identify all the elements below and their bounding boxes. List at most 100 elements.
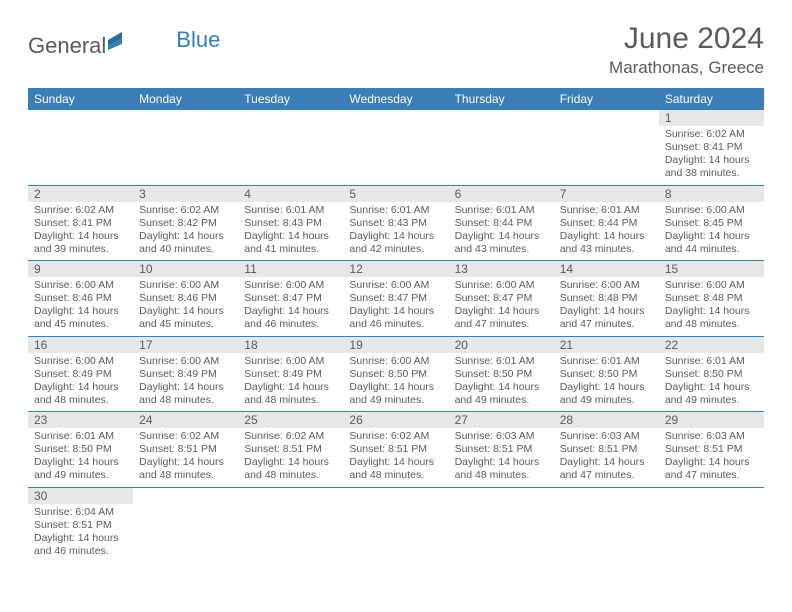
weekday-header-row: SundayMondayTuesdayWednesdayThursdayFrid… bbox=[28, 88, 764, 110]
day-details: Sunrise: 6:00 AMSunset: 8:45 PMDaylight:… bbox=[659, 202, 764, 261]
calendar-row: 16Sunrise: 6:00 AMSunset: 8:49 PMDayligh… bbox=[28, 336, 764, 412]
calendar-cell: 22Sunrise: 6:01 AMSunset: 8:50 PMDayligh… bbox=[659, 336, 764, 412]
day-details: Sunrise: 6:01 AMSunset: 8:44 PMDaylight:… bbox=[449, 202, 554, 261]
day-number: 5 bbox=[343, 186, 448, 202]
day-number: 24 bbox=[133, 412, 238, 428]
calendar-body: 1Sunrise: 6:02 AMSunset: 8:41 PMDaylight… bbox=[28, 110, 764, 562]
day-number: 30 bbox=[28, 488, 133, 504]
day-number: 29 bbox=[659, 412, 764, 428]
day-details: Sunrise: 6:00 AMSunset: 8:46 PMDaylight:… bbox=[28, 277, 133, 336]
day-details: Sunrise: 6:03 AMSunset: 8:51 PMDaylight:… bbox=[554, 428, 659, 487]
title-block: June 2024 Marathonas, Greece bbox=[609, 22, 764, 78]
day-number: 17 bbox=[133, 337, 238, 353]
calendar-cell bbox=[449, 110, 554, 185]
calendar-cell: 14Sunrise: 6:00 AMSunset: 8:48 PMDayligh… bbox=[554, 261, 659, 337]
flag-icon bbox=[108, 30, 134, 56]
calendar-cell: 24Sunrise: 6:02 AMSunset: 8:51 PMDayligh… bbox=[133, 412, 238, 488]
day-number: 9 bbox=[28, 261, 133, 277]
calendar-cell bbox=[28, 110, 133, 185]
day-number: 11 bbox=[238, 261, 343, 277]
day-number: 19 bbox=[343, 337, 448, 353]
day-number: 26 bbox=[343, 412, 448, 428]
calendar-cell: 16Sunrise: 6:00 AMSunset: 8:49 PMDayligh… bbox=[28, 336, 133, 412]
calendar-row: 9Sunrise: 6:00 AMSunset: 8:46 PMDaylight… bbox=[28, 261, 764, 337]
day-number: 3 bbox=[133, 186, 238, 202]
calendar-cell: 6Sunrise: 6:01 AMSunset: 8:44 PMDaylight… bbox=[449, 185, 554, 261]
calendar-cell: 17Sunrise: 6:00 AMSunset: 8:49 PMDayligh… bbox=[133, 336, 238, 412]
day-number: 23 bbox=[28, 412, 133, 428]
day-number: 18 bbox=[238, 337, 343, 353]
calendar-cell: 29Sunrise: 6:03 AMSunset: 8:51 PMDayligh… bbox=[659, 412, 764, 488]
day-number: 6 bbox=[449, 186, 554, 202]
day-details: Sunrise: 6:01 AMSunset: 8:43 PMDaylight:… bbox=[238, 202, 343, 261]
day-details: Sunrise: 6:03 AMSunset: 8:51 PMDaylight:… bbox=[659, 428, 764, 487]
calendar-cell: 3Sunrise: 6:02 AMSunset: 8:42 PMDaylight… bbox=[133, 185, 238, 261]
calendar-row: 30Sunrise: 6:04 AMSunset: 8:51 PMDayligh… bbox=[28, 487, 764, 562]
day-number: 15 bbox=[659, 261, 764, 277]
day-number: 13 bbox=[449, 261, 554, 277]
calendar-cell: 10Sunrise: 6:00 AMSunset: 8:46 PMDayligh… bbox=[133, 261, 238, 337]
calendar-row: 1Sunrise: 6:02 AMSunset: 8:41 PMDaylight… bbox=[28, 110, 764, 185]
weekday-header: Saturday bbox=[659, 88, 764, 110]
day-details: Sunrise: 6:01 AMSunset: 8:50 PMDaylight:… bbox=[449, 353, 554, 412]
calendar-row: 23Sunrise: 6:01 AMSunset: 8:50 PMDayligh… bbox=[28, 412, 764, 488]
day-details: Sunrise: 6:01 AMSunset: 8:50 PMDaylight:… bbox=[659, 353, 764, 412]
calendar-cell bbox=[659, 487, 764, 562]
day-details: Sunrise: 6:02 AMSunset: 8:41 PMDaylight:… bbox=[659, 126, 764, 185]
day-number: 7 bbox=[554, 186, 659, 202]
day-number: 21 bbox=[554, 337, 659, 353]
calendar-cell bbox=[343, 110, 448, 185]
day-details: Sunrise: 6:02 AMSunset: 8:51 PMDaylight:… bbox=[133, 428, 238, 487]
brand-logo: General Blue bbox=[28, 22, 220, 62]
calendar-cell bbox=[554, 110, 659, 185]
day-number: 16 bbox=[28, 337, 133, 353]
calendar-cell: 2Sunrise: 6:02 AMSunset: 8:41 PMDaylight… bbox=[28, 185, 133, 261]
calendar-cell: 13Sunrise: 6:00 AMSunset: 8:47 PMDayligh… bbox=[449, 261, 554, 337]
weekday-header: Thursday bbox=[449, 88, 554, 110]
calendar-cell bbox=[554, 487, 659, 562]
day-number: 1 bbox=[659, 110, 764, 126]
day-number: 2 bbox=[28, 186, 133, 202]
weekday-header: Tuesday bbox=[238, 88, 343, 110]
day-details: Sunrise: 6:00 AMSunset: 8:46 PMDaylight:… bbox=[133, 277, 238, 336]
weekday-header: Wednesday bbox=[343, 88, 448, 110]
calendar-cell: 19Sunrise: 6:00 AMSunset: 8:50 PMDayligh… bbox=[343, 336, 448, 412]
day-details: Sunrise: 6:02 AMSunset: 8:41 PMDaylight:… bbox=[28, 202, 133, 261]
day-details: Sunrise: 6:00 AMSunset: 8:47 PMDaylight:… bbox=[343, 277, 448, 336]
day-details: Sunrise: 6:00 AMSunset: 8:47 PMDaylight:… bbox=[449, 277, 554, 336]
calendar-cell: 20Sunrise: 6:01 AMSunset: 8:50 PMDayligh… bbox=[449, 336, 554, 412]
day-details: Sunrise: 6:01 AMSunset: 8:44 PMDaylight:… bbox=[554, 202, 659, 261]
day-number: 4 bbox=[238, 186, 343, 202]
day-number: 22 bbox=[659, 337, 764, 353]
calendar-cell: 7Sunrise: 6:01 AMSunset: 8:44 PMDaylight… bbox=[554, 185, 659, 261]
day-number: 12 bbox=[343, 261, 448, 277]
day-details: Sunrise: 6:04 AMSunset: 8:51 PMDaylight:… bbox=[28, 504, 133, 563]
brand-word1: General bbox=[28, 33, 106, 59]
calendar-cell: 18Sunrise: 6:00 AMSunset: 8:49 PMDayligh… bbox=[238, 336, 343, 412]
brand-word2: Blue bbox=[176, 27, 220, 53]
day-details: Sunrise: 6:00 AMSunset: 8:49 PMDaylight:… bbox=[238, 353, 343, 412]
calendar-row: 2Sunrise: 6:02 AMSunset: 8:41 PMDaylight… bbox=[28, 185, 764, 261]
day-details: Sunrise: 6:02 AMSunset: 8:51 PMDaylight:… bbox=[343, 428, 448, 487]
day-details: Sunrise: 6:01 AMSunset: 8:43 PMDaylight:… bbox=[343, 202, 448, 261]
calendar-cell: 30Sunrise: 6:04 AMSunset: 8:51 PMDayligh… bbox=[28, 487, 133, 562]
day-number: 20 bbox=[449, 337, 554, 353]
day-details: Sunrise: 6:00 AMSunset: 8:48 PMDaylight:… bbox=[554, 277, 659, 336]
day-number: 14 bbox=[554, 261, 659, 277]
weekday-header: Monday bbox=[133, 88, 238, 110]
calendar-cell bbox=[343, 487, 448, 562]
calendar-cell: 28Sunrise: 6:03 AMSunset: 8:51 PMDayligh… bbox=[554, 412, 659, 488]
day-details: Sunrise: 6:00 AMSunset: 8:48 PMDaylight:… bbox=[659, 277, 764, 336]
calendar-cell bbox=[133, 110, 238, 185]
weekday-header: Friday bbox=[554, 88, 659, 110]
calendar-cell: 9Sunrise: 6:00 AMSunset: 8:46 PMDaylight… bbox=[28, 261, 133, 337]
day-details: Sunrise: 6:02 AMSunset: 8:42 PMDaylight:… bbox=[133, 202, 238, 261]
header: General Blue June 2024 Marathonas, Greec… bbox=[28, 22, 764, 78]
calendar-cell: 26Sunrise: 6:02 AMSunset: 8:51 PMDayligh… bbox=[343, 412, 448, 488]
day-details: Sunrise: 6:00 AMSunset: 8:49 PMDaylight:… bbox=[133, 353, 238, 412]
calendar-cell: 25Sunrise: 6:02 AMSunset: 8:51 PMDayligh… bbox=[238, 412, 343, 488]
day-details: Sunrise: 6:00 AMSunset: 8:47 PMDaylight:… bbox=[238, 277, 343, 336]
calendar-cell bbox=[449, 487, 554, 562]
location: Marathonas, Greece bbox=[609, 58, 764, 78]
calendar-cell: 11Sunrise: 6:00 AMSunset: 8:47 PMDayligh… bbox=[238, 261, 343, 337]
